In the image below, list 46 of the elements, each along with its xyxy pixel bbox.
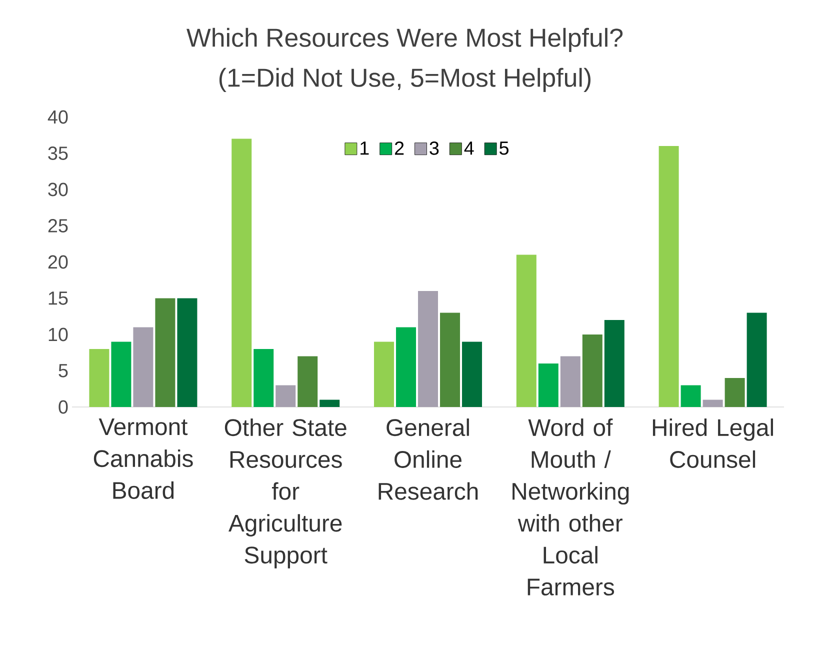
- bar: [724, 378, 745, 407]
- bar: [538, 363, 558, 407]
- y-tick-label: 20: [48, 255, 68, 269]
- bar: [440, 312, 460, 407]
- y-tick-label: 10: [48, 328, 68, 342]
- legend-label: 3: [430, 141, 439, 155]
- x-tick-label: Hired Legal Counsel: [652, 418, 773, 468]
- x-tick-label: Word of Mouth / Networking with other Local Farmers: [512, 418, 629, 596]
- bar: [298, 356, 318, 407]
- bar: [177, 298, 198, 407]
- y-tick-label: 25: [48, 219, 68, 232]
- y-tick-label: 30: [48, 182, 68, 196]
- x-tick-label: General Online Research: [378, 418, 478, 500]
- bar: [516, 254, 536, 407]
- bar: [680, 385, 701, 407]
- legend-label: 1: [360, 142, 369, 155]
- legend-label: 5: [500, 142, 508, 155]
- bar: [560, 356, 580, 407]
- bar: [276, 385, 296, 407]
- y-tick-label: 40: [48, 110, 68, 124]
- x-tick-label: Vermont Cannabis Board: [94, 418, 193, 499]
- y-tick-label: 35: [48, 146, 68, 160]
- bar: [133, 327, 154, 407]
- bar: [604, 320, 624, 407]
- chart-subtitle: (1=Did Not Use, 5=Most Helpful): [219, 68, 590, 92]
- bar: [155, 298, 176, 407]
- bar: [374, 342, 394, 407]
- chart-title: Which Resources Were Most Helpful?: [186, 28, 623, 52]
- bar: [418, 290, 438, 407]
- legend-label: 4: [464, 142, 474, 155]
- bar: [746, 312, 767, 407]
- y-tick-label: 15: [48, 292, 68, 305]
- bar: [232, 138, 252, 407]
- bar: [462, 342, 482, 407]
- bar: [89, 348, 110, 407]
- y-tick-label: 5: [58, 364, 68, 378]
- bar: [396, 327, 416, 407]
- bar: [702, 400, 723, 407]
- bar: [111, 342, 132, 407]
- bar: [254, 348, 274, 407]
- y-tick-label: 0: [58, 400, 68, 414]
- legend-label: 2: [394, 141, 404, 155]
- bar: [658, 146, 679, 407]
- x-tick-label: Other State Resources for Agriculture Support: [224, 418, 346, 568]
- bar: [582, 334, 602, 407]
- bar: [320, 400, 340, 407]
